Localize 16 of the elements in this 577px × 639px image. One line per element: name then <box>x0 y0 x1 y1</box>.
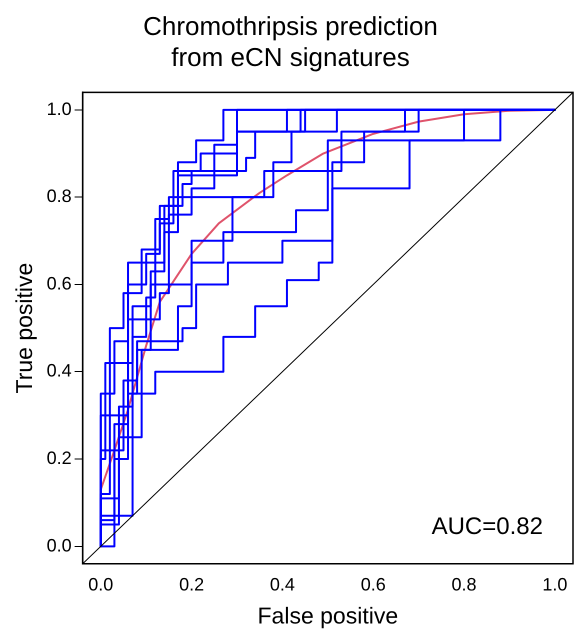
x-tick-label: 0.0 <box>88 574 114 595</box>
annotation: AUC=0.82 <box>432 512 543 540</box>
y-tick-label: 1.0 <box>46 98 72 119</box>
y-tick-label: 0.0 <box>46 535 72 556</box>
chart-title: Chromothripsis prediction from eCN signatures <box>143 10 438 72</box>
y-tick-label: 0.2 <box>46 448 72 468</box>
x-tick-label: 0.6 <box>360 574 386 595</box>
x-axis-title: False positive <box>258 602 398 629</box>
x-tick-label: 0.4 <box>270 574 295 595</box>
y-tick-label: 0.4 <box>46 360 72 381</box>
y-axis-title: True positive <box>11 262 38 394</box>
y-tick-label: 0.8 <box>46 186 72 206</box>
x-tick-label: 1.0 <box>542 574 568 595</box>
x-tick-label: 0.2 <box>179 574 204 595</box>
x-tick-label: 0.8 <box>452 574 477 595</box>
y-tick-label: 0.6 <box>46 273 72 294</box>
